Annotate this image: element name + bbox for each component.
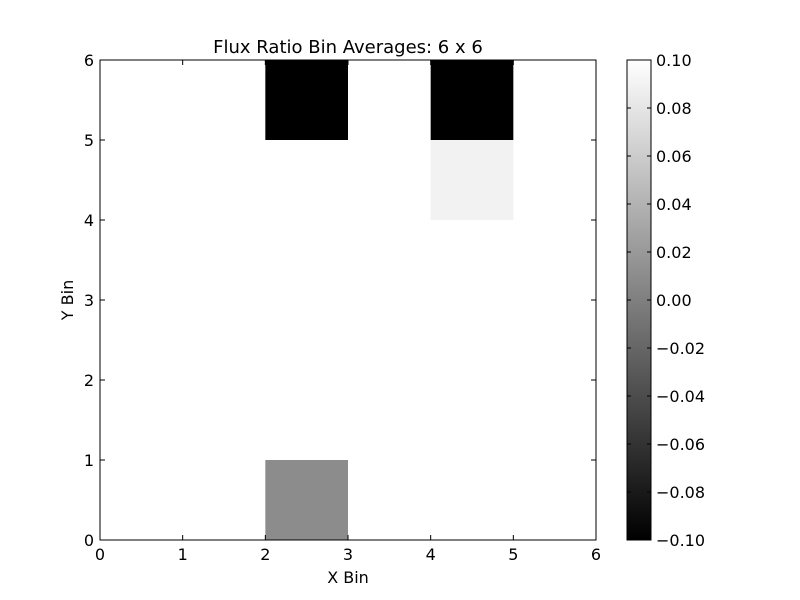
heatmap-cell	[430, 140, 514, 220]
colorbar-tick-label: −0.02	[656, 339, 705, 358]
colorbar-tick-label: 0.02	[656, 243, 692, 262]
heatmap-cell	[430, 60, 514, 140]
chart-title: Flux Ratio Bin Averages: 6 x 6	[213, 37, 483, 58]
y-tick-label: 0	[84, 531, 94, 550]
y-tick-label: 1	[84, 451, 94, 470]
y-tick-label: 2	[84, 371, 94, 390]
y-tick-label: 6	[84, 51, 94, 70]
colorbar-tick-label: 0.10	[656, 51, 692, 70]
heatmap-cell	[265, 460, 348, 540]
colorbar-tick-label: 0.04	[656, 195, 692, 214]
colorbar-ticks	[627, 59, 651, 541]
y-tick-labels: 0 1 2 3 4 5 6	[84, 51, 94, 550]
x-tick-labels: 0 1 2 3 4 5 6	[95, 545, 601, 564]
x-tick-label: 0	[95, 545, 105, 564]
x-tick-label: 6	[591, 545, 601, 564]
colorbar-tick-label: 0.06	[656, 147, 692, 166]
colorbar-labels: 0.10 0.08 0.06 0.04 0.02 0.00 −0.02 −0.04 −0.06 −…	[656, 51, 705, 550]
colorbar-tick-label: 0.00	[656, 291, 692, 310]
x-tick-label: 2	[260, 545, 270, 564]
heatmap-cells	[265, 60, 514, 540]
colorbar-tick-label: 0.08	[656, 99, 692, 118]
y-axis-label: Y Bin	[58, 280, 77, 321]
y-tick-label: 5	[84, 131, 94, 150]
colorbar-tick-label: −0.08	[656, 483, 705, 502]
x-tick-label: 3	[343, 545, 353, 564]
x-axis-label: X Bin	[327, 568, 369, 587]
colorbar-tick-label: −0.04	[656, 387, 705, 406]
x-tick-label: 1	[178, 545, 188, 564]
x-tick-label: 5	[508, 545, 518, 564]
x-tick-label: 4	[426, 545, 436, 564]
y-tick-label: 4	[84, 211, 94, 230]
y-tick-label: 3	[84, 291, 94, 310]
heatmap-cell	[265, 60, 348, 140]
colorbar-tick-label: −0.10	[656, 531, 705, 550]
colorbar-tick-label: −0.06	[656, 435, 705, 454]
axis-ticks	[99, 59, 597, 541]
